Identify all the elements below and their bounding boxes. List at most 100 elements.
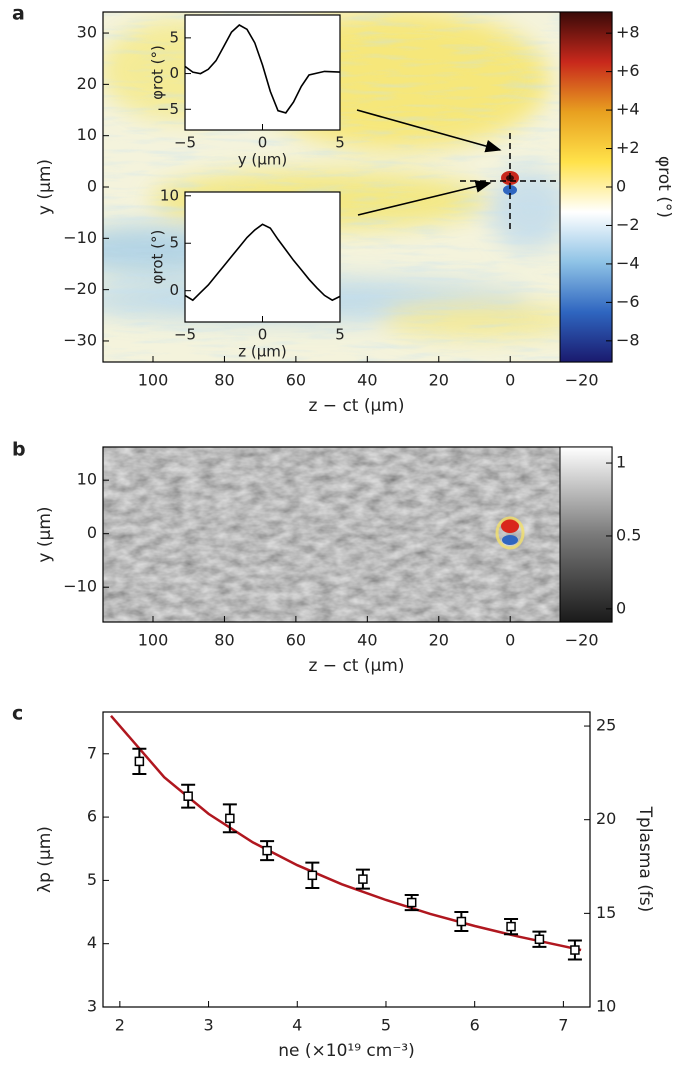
x-tick-label: 5 <box>335 326 345 344</box>
x-tick-label: 80 <box>214 631 234 650</box>
y-axis-label: λp (μm) <box>35 826 55 893</box>
colorbar <box>559 446 613 623</box>
colorbar-tick-label: −2 <box>616 215 640 234</box>
y-tick-label: 3 <box>87 997 97 1016</box>
line <box>184 24 341 114</box>
y-tick-label: −10 <box>63 228 97 247</box>
y-tick-label: 20 <box>77 74 97 93</box>
marker <box>134 756 145 767</box>
x-tick-label: 0 <box>258 326 268 344</box>
y-axis-label: y (μm) <box>35 506 55 562</box>
x-tick-label: 0 <box>505 631 515 650</box>
y-tick-label: 0 <box>169 281 179 299</box>
colorbar-tick-label: +4 <box>616 100 640 119</box>
y-axis-label: y (μm) <box>35 159 55 215</box>
y-tick-label: −30 <box>63 330 97 349</box>
y-axis-label: φrot (°) <box>149 45 167 100</box>
panel-label: a <box>12 3 25 25</box>
marker <box>307 870 318 881</box>
x-tick-label: 100 <box>138 371 169 390</box>
y-tick-label: 5 <box>169 28 179 46</box>
x-tick-label: 20 <box>429 371 449 390</box>
colorbar-tick-label: −4 <box>616 253 640 272</box>
x-tick-label: 7 <box>558 1016 568 1035</box>
marker <box>262 845 272 856</box>
x-tick-label: 60 <box>286 631 306 650</box>
y-tick-label: 10 <box>160 186 179 204</box>
y2-tick-label: 10 <box>596 997 616 1016</box>
colorbar-tick-label: +8 <box>616 23 640 42</box>
plot-frame <box>184 14 341 131</box>
marker <box>358 874 368 884</box>
plot-frame <box>102 711 591 1008</box>
x-tick-label: −20 <box>565 631 599 650</box>
colorbar-tick-label: −6 <box>616 292 640 311</box>
colorbar-tick-label: −8 <box>616 330 640 349</box>
colorbar <box>559 11 613 363</box>
marker <box>456 916 467 927</box>
y-tick-label: 10 <box>77 125 97 144</box>
marker <box>406 897 417 908</box>
inset-background <box>185 192 340 322</box>
fit-line <box>110 714 582 952</box>
x-tick-label: 40 <box>357 631 377 650</box>
heatmap-image <box>103 447 560 622</box>
arrow <box>357 180 492 216</box>
marker <box>506 921 516 932</box>
y-tick-label: 0 <box>87 177 97 196</box>
panel-label: c <box>12 703 23 725</box>
plot-frame <box>184 191 341 323</box>
x-tick-label: −20 <box>565 371 599 390</box>
x-tick-label: 3 <box>203 1016 213 1035</box>
x-tick-label: 4 <box>292 1016 302 1035</box>
colorbar-label: φrot (°) <box>654 156 674 218</box>
x-tick-label: 5 <box>335 134 345 152</box>
x-tick-label: −5 <box>174 134 196 152</box>
y-tick-label: −20 <box>63 279 97 298</box>
x-tick-label: 5 <box>381 1016 391 1035</box>
y-tick-label: 30 <box>77 23 97 42</box>
arrow <box>356 109 502 153</box>
y2-axis-label: Tplasma (fs) <box>635 806 655 913</box>
marker <box>534 934 545 945</box>
x-tick-label: 0 <box>258 134 268 152</box>
x-axis-label: z − ct (μm) <box>308 396 404 416</box>
y2-tick-label: 20 <box>596 809 616 828</box>
colorbar-tick-label: 0 <box>616 177 626 196</box>
y-tick-label: 4 <box>87 933 97 952</box>
y-tick-label: 10 <box>77 470 97 489</box>
panel-label: b <box>12 439 26 461</box>
colorbar-tick-label: 0 <box>616 598 626 617</box>
y-tick-label: 5 <box>169 234 179 252</box>
y-tick-label: 5 <box>87 870 97 889</box>
x-axis-label: ne (×10¹⁹ cm⁻³) <box>278 1041 415 1061</box>
y2-tick-label: 15 <box>596 903 616 922</box>
colorbar-tick-label: +2 <box>616 138 640 157</box>
x-tick-label: 2 <box>115 1016 125 1035</box>
x-axis-label: z (μm) <box>238 343 287 361</box>
colorbar-tick-label: 1 <box>616 453 626 472</box>
y-axis-label: φrot (°) <box>149 230 167 285</box>
x-tick-label: 100 <box>138 631 169 650</box>
line <box>184 223 341 302</box>
x-tick-label: −5 <box>174 326 196 344</box>
x-tick-label: 6 <box>470 1016 480 1035</box>
y-tick-label: 0 <box>169 64 179 82</box>
y-tick-label: −10 <box>63 577 97 596</box>
x-tick-label: 20 <box>429 631 449 650</box>
colorbar-tick-label: 0.5 <box>616 525 641 544</box>
x-tick-label: 0 <box>505 371 515 390</box>
x-axis-label: y (μm) <box>238 151 288 169</box>
inset-background <box>185 15 340 130</box>
x-axis-label: z − ct (μm) <box>308 656 404 676</box>
y-tick-label: −5 <box>157 100 179 118</box>
colorbar-tick-label: +6 <box>616 61 640 80</box>
x-tick-label: 60 <box>286 371 306 390</box>
y-tick-label: 6 <box>87 807 97 826</box>
y2-tick-label: 25 <box>596 716 616 735</box>
marker <box>570 945 580 955</box>
x-tick-label: 40 <box>357 371 377 390</box>
marker <box>225 813 235 824</box>
y-tick-label: 7 <box>87 743 97 762</box>
